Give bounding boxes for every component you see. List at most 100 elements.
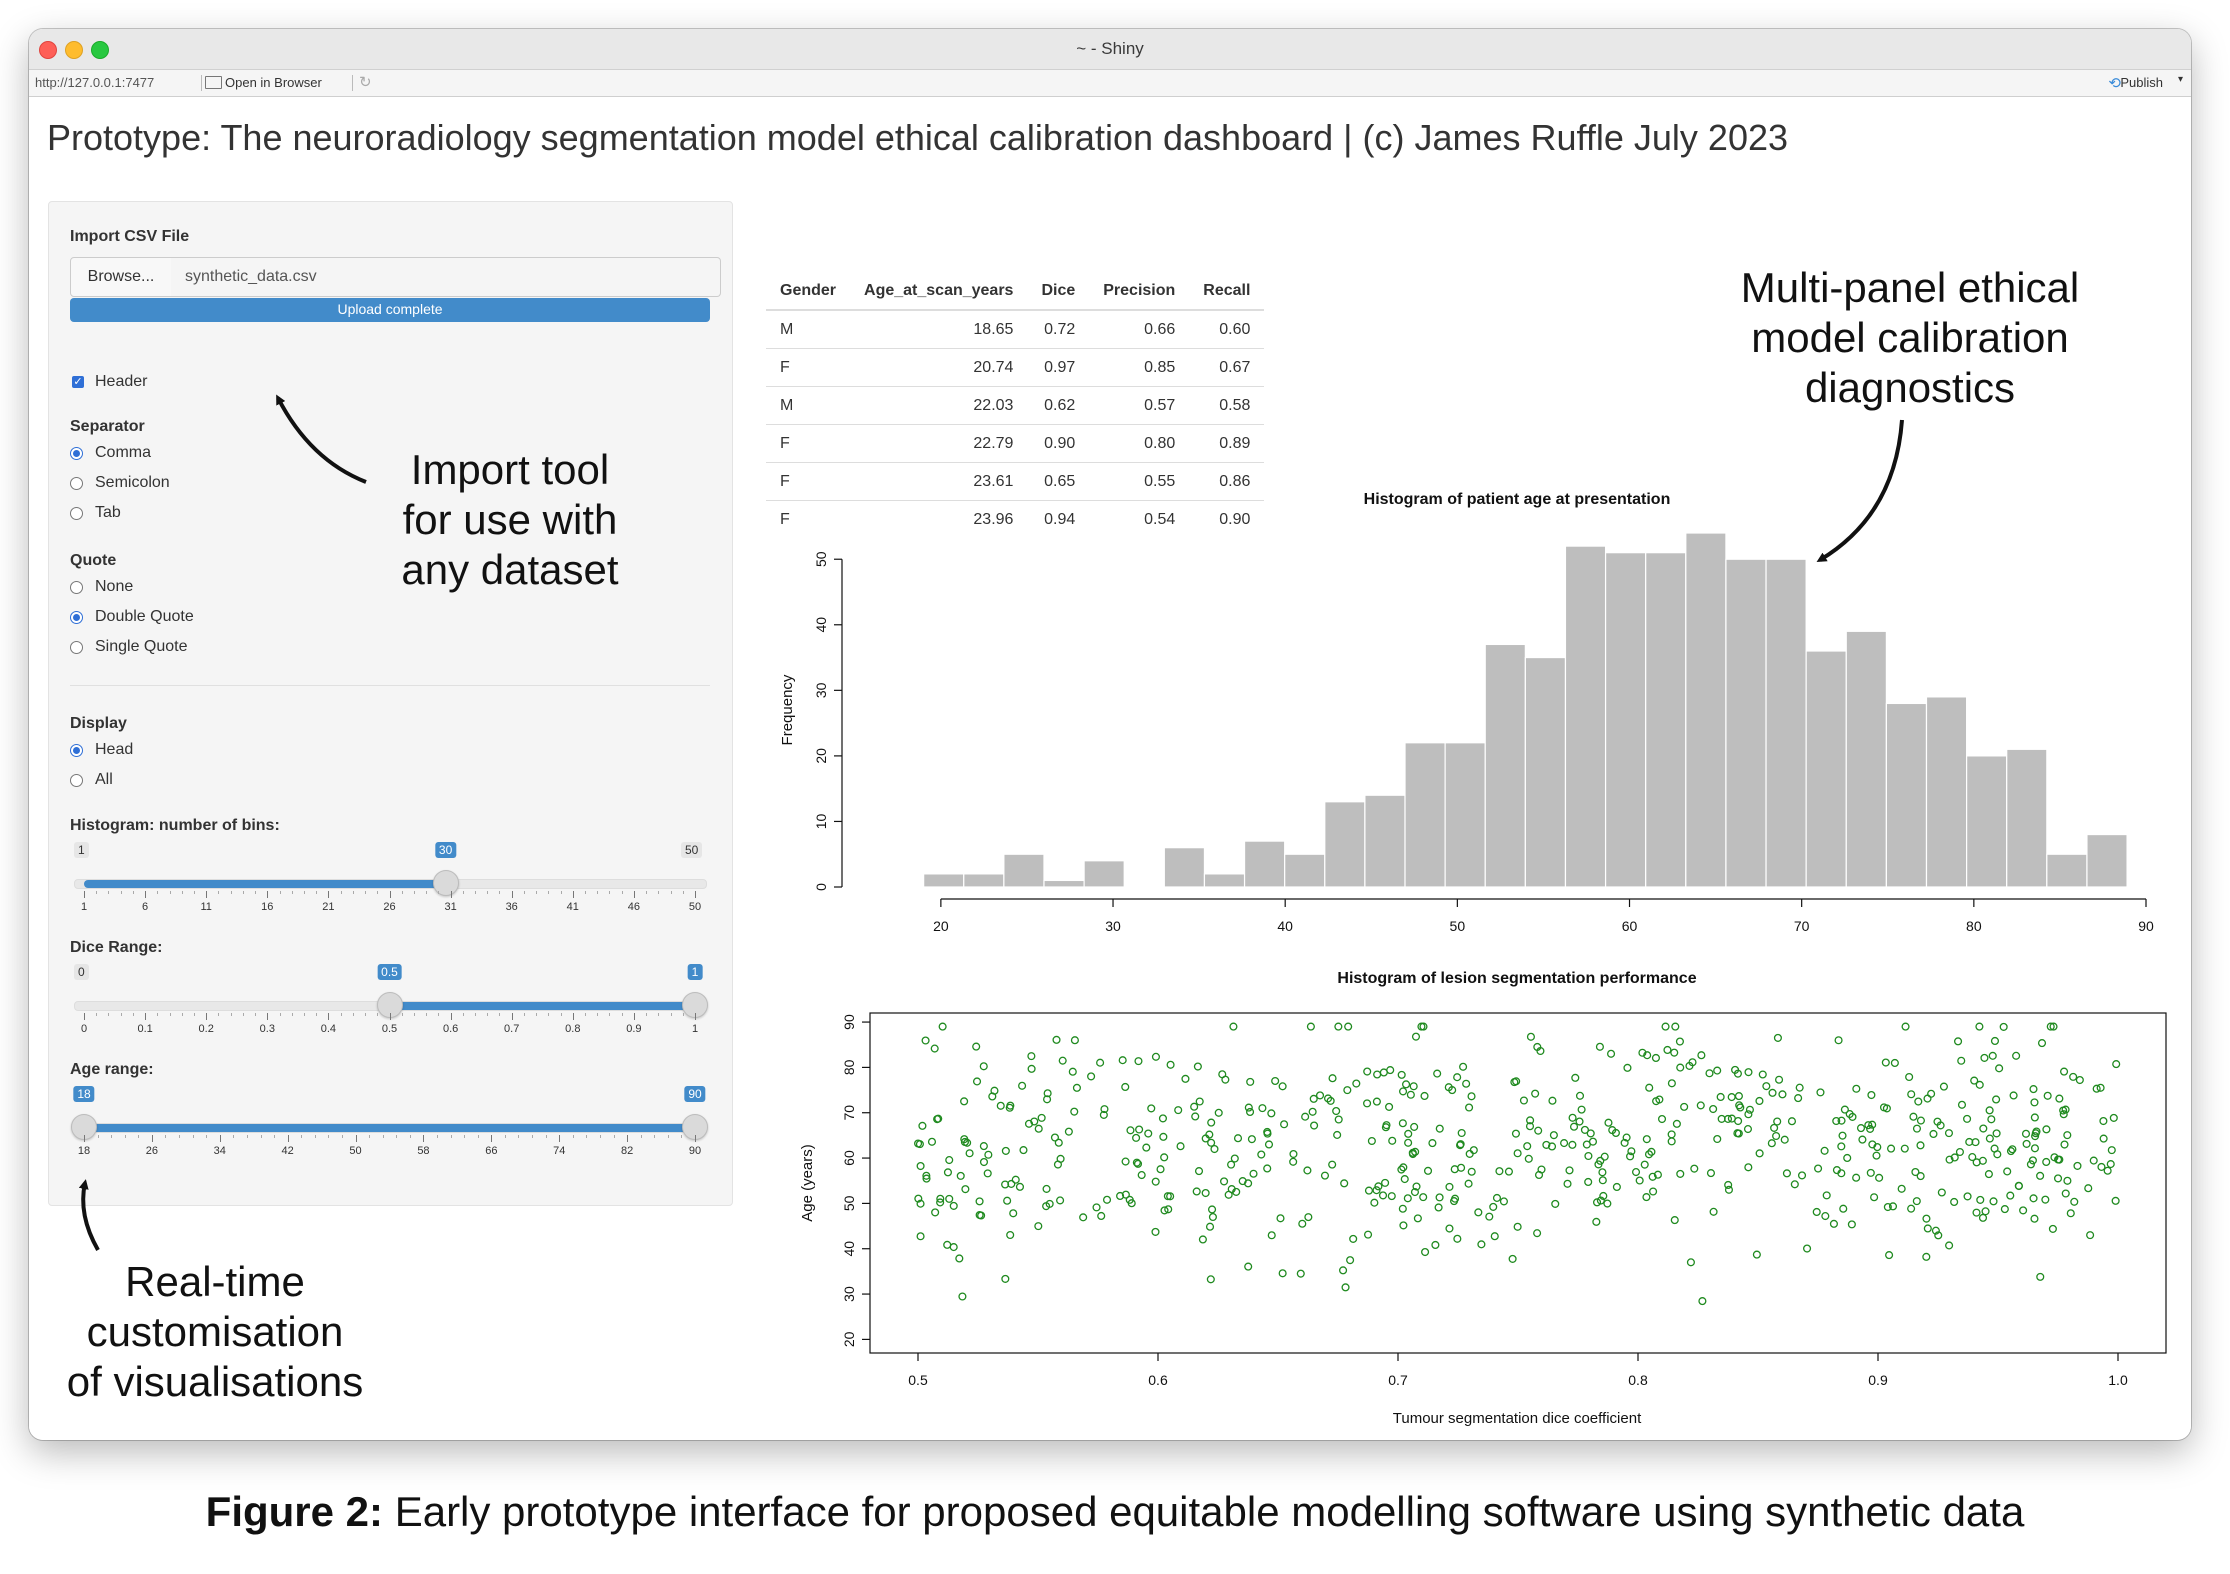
browse-button[interactable]: Browse... <box>70 257 172 297</box>
display-all-radio[interactable] <box>70 774 83 787</box>
table-header-cell: Gender <box>766 273 851 311</box>
scatter-point <box>1151 1052 1160 1061</box>
table-row: M 22.03 0.62 0.57 0.58 <box>766 386 1265 425</box>
scatter-point <box>1499 1197 1508 1206</box>
publish-button[interactable]: Publish <box>2120 75 2163 90</box>
scatter-point <box>1560 1139 1569 1148</box>
x-tick-label: 0.5 <box>908 1372 928 1388</box>
scatter-point <box>1647 1147 1656 1156</box>
scatter-point <box>1462 1079 1471 1088</box>
scatter-point <box>979 1062 988 1071</box>
scatter-point <box>1837 1142 1846 1151</box>
scatter-point <box>927 1137 937 1146</box>
annotation-line: diagnostics <box>1804 364 2016 411</box>
scatter-point <box>979 1157 989 1167</box>
window-title: ~ - Shiny <box>1076 39 1144 58</box>
scatter-point <box>1626 1152 1635 1161</box>
scatter-point <box>1420 1091 1429 1101</box>
slider-tick <box>695 891 696 898</box>
scatter-point <box>1888 1202 1898 1211</box>
bins-slider[interactable]: 1 50 30 1 6 11 16 21 26 31 36 41 46 50 <box>49 842 732 913</box>
refresh-icon[interactable]: ↻ <box>359 74 372 91</box>
chevron-down-icon[interactable]: ▾ <box>2177 74 2183 85</box>
slider-minor-tick <box>438 1013 440 1016</box>
sidebar-panel: Import CSV File Browse... synthetic_data… <box>48 201 733 1206</box>
scatter-point <box>1445 1224 1454 1233</box>
scatter-point <box>1370 1198 1379 1207</box>
y-tick-label: 30 <box>813 682 829 698</box>
scatter-point <box>2031 1129 2040 1138</box>
minimize-window-button[interactable] <box>65 41 83 59</box>
scatter-point <box>1001 1274 1010 1283</box>
slider-tick <box>151 1135 153 1142</box>
scatter-point <box>1588 1137 1598 1146</box>
scatter-point <box>1755 1149 1764 1158</box>
annotation-line: Real-time <box>125 1258 305 1305</box>
scatter-point <box>2042 1125 2051 1134</box>
scatter-point <box>1467 1167 1476 1176</box>
scatter-point <box>1975 1080 1984 1089</box>
separator-comma-radio[interactable] <box>70 447 83 460</box>
scatter-point <box>1907 1204 1916 1213</box>
scatter-point <box>2037 1039 2047 1048</box>
slider-minor-tick <box>108 1013 110 1016</box>
header-checkbox[interactable]: ✓ <box>72 376 84 388</box>
display-head-radio[interactable] <box>70 744 83 757</box>
slider-tick-label: 18 <box>77 1145 91 1157</box>
slider-minor-tick <box>193 891 195 894</box>
slider-tick <box>206 1013 208 1020</box>
scatter-point <box>1214 1108 1223 1117</box>
slider-tick <box>511 1013 513 1020</box>
upload-progress-fill <box>70 298 710 322</box>
scatter-point <box>2112 1060 2121 1069</box>
slider-tick <box>559 1135 561 1142</box>
file-name-field[interactable]: synthetic_data.csv <box>171 257 721 297</box>
scatter-point <box>1477 1240 1486 1249</box>
separator-option-label: Tab <box>95 504 121 521</box>
age-range-slider[interactable]: 18 90 18 26 34 42 50 58 66 74 82 90 <box>49 1086 732 1157</box>
scatter-point <box>1927 1089 1936 1098</box>
table-header-cell: Recall <box>1189 273 1265 311</box>
scatter-point <box>1992 1129 2001 1138</box>
scatter-point <box>938 1022 947 1031</box>
slider-tick-label: 0.4 <box>320 1023 337 1035</box>
url-field[interactable]: http://127.0.0.1:7477 <box>35 75 155 90</box>
scatter-point <box>1052 1035 1061 1044</box>
y-tick-label: 50 <box>841 1195 857 1211</box>
slider-tick-label: 21 <box>322 901 335 913</box>
separator-semicolon-radio[interactable] <box>70 477 83 490</box>
open-in-browser-button[interactable]: Open in Browser <box>225 75 322 90</box>
slider-handle[interactable] <box>682 992 708 1018</box>
scatter-point <box>1280 1120 1289 1129</box>
scatter-point <box>1166 1060 1175 1069</box>
slider-minor-tick <box>303 1013 305 1016</box>
slider-minor-tick <box>181 1013 183 1016</box>
scatter-point <box>1963 1192 1972 1201</box>
scatter-point <box>1642 1193 1651 1202</box>
slider-minor-tick <box>475 891 477 894</box>
separator-tab-radio[interactable] <box>70 507 83 520</box>
x-tick-label: 0.8 <box>1628 1372 1648 1388</box>
dice-range-slider[interactable]: 0 0.5 1 0 0.1 0.2 0.3 0.4 0.5 0.6 0.7 0.8 0.9 1 <box>49 964 732 1035</box>
quote-single-radio[interactable] <box>70 641 83 654</box>
scatter-point <box>1400 1175 1409 1184</box>
quote-double-radio[interactable] <box>70 611 83 624</box>
close-window-button[interactable] <box>39 41 57 59</box>
slider-minor-tick <box>670 1013 672 1016</box>
table-cell: 0.57 <box>1089 386 1190 425</box>
scatter-point <box>1663 1045 1672 1055</box>
slider-handle[interactable] <box>432 870 459 896</box>
scatter-point <box>1193 1062 1202 1071</box>
slider-minor-tick <box>658 1013 660 1016</box>
upload-status-text: Upload complete <box>337 301 443 317</box>
slider-tick-label: 6 <box>142 901 149 913</box>
scatter-point <box>1599 1191 1608 1201</box>
table-cell: 23.61 <box>850 462 1028 501</box>
quote-none-radio[interactable] <box>70 581 83 594</box>
scatter-point <box>1883 1202 1892 1212</box>
scatter-point <box>1457 1128 1466 1138</box>
maximize-window-button[interactable] <box>91 41 109 59</box>
scatter-point <box>2006 1147 2016 1156</box>
slider-minor-tick <box>413 891 415 894</box>
scatter-point <box>1549 1131 1558 1140</box>
